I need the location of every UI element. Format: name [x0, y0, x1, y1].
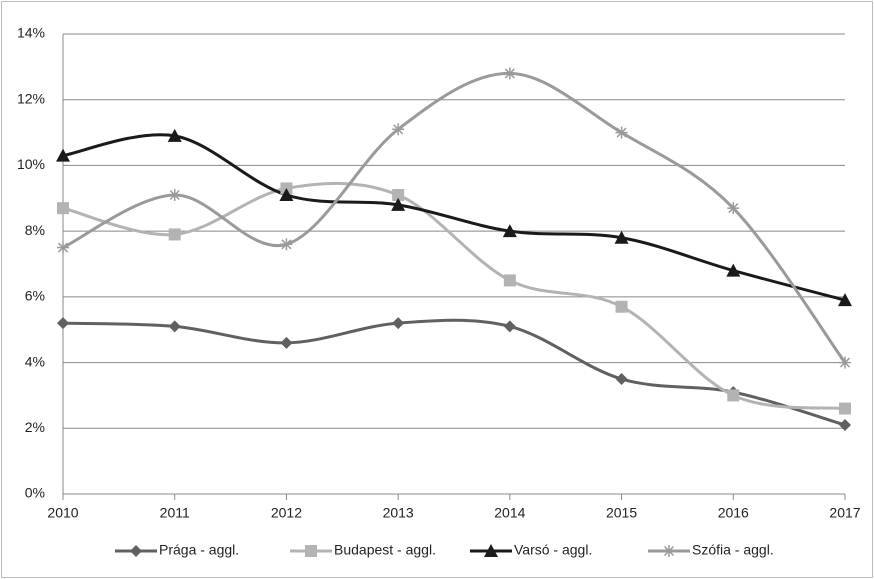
y-tick-label: 6%: [25, 288, 45, 304]
legend-marker: [130, 545, 142, 557]
y-tick-label: 14%: [17, 25, 45, 41]
legend-label: Szófia - aggl.: [692, 542, 774, 558]
y-tick-label: 12%: [17, 90, 45, 106]
marker-stroke: [728, 203, 739, 214]
data-point: [57, 202, 69, 215]
data-point: [727, 389, 740, 402]
data-point: [615, 126, 628, 139]
marker-stroke: [663, 545, 675, 557]
data-point: [615, 373, 628, 385]
marker-stroke: [169, 189, 180, 201]
data-point: [502, 224, 517, 238]
legend-item: Budapest - aggl.: [290, 542, 436, 558]
marker-stroke: [281, 239, 292, 250]
data-point: [726, 263, 741, 277]
data-point: [279, 188, 294, 201]
x-tick-label: 2016: [718, 505, 749, 521]
legend-item: Varsó - aggl.: [470, 542, 592, 558]
data-point: [167, 128, 182, 142]
data-point: [392, 123, 405, 136]
data-point: [503, 274, 516, 287]
data-point: [168, 189, 181, 201]
legend-label: Budapest - aggl.: [334, 542, 436, 558]
data-point: [839, 356, 851, 369]
y-tick-label: 10%: [17, 156, 45, 172]
data-point: [839, 402, 851, 415]
series-line: [62, 318, 846, 427]
data-point: [280, 238, 293, 251]
data-point: [392, 317, 405, 330]
data-point: [503, 320, 516, 333]
marker-stroke: [839, 357, 851, 368]
x-tick-label: 2013: [383, 505, 414, 521]
marker-stroke: [393, 124, 404, 135]
legend-label: Varsó - aggl.: [514, 542, 592, 558]
y-tick-label: 2%: [25, 419, 45, 435]
series-line: [62, 181, 846, 411]
data-point: [168, 228, 181, 241]
y-tick-label: 0%: [25, 485, 45, 501]
x-tick-label: 2014: [494, 505, 525, 521]
y-tick-label: 4%: [25, 353, 45, 369]
legend-item: Prága - aggl.: [115, 542, 239, 558]
legend-marker: [484, 544, 498, 557]
data-point: [614, 230, 629, 244]
data-point: [503, 67, 516, 80]
data-point: [168, 320, 181, 333]
data-point: [57, 241, 69, 254]
data-point: [727, 202, 740, 215]
y-tick-label: 8%: [25, 222, 45, 238]
data-point: [838, 293, 852, 307]
x-tick-label: 2017: [829, 505, 860, 521]
data-point: [56, 148, 70, 162]
data-point: [615, 300, 628, 313]
data-point: [392, 189, 405, 201]
legend-marker: [663, 545, 675, 557]
x-tick-label: 2011: [160, 505, 190, 521]
marker-stroke: [504, 68, 515, 79]
data-point: [391, 197, 406, 211]
data-point: [57, 317, 69, 330]
marker-stroke: [616, 127, 627, 138]
legend-item: Szófia - aggl.: [648, 542, 774, 558]
x-tick-label: 2010: [47, 505, 78, 521]
legend-marker: [305, 545, 317, 557]
legend-label: Prága - aggl.: [159, 542, 239, 558]
data-point: [839, 419, 851, 431]
x-tick-label: 2012: [271, 505, 302, 521]
x-tick-label: 2015: [606, 505, 637, 521]
data-point: [280, 336, 293, 349]
marker-stroke: [57, 242, 69, 253]
series-line: [62, 133, 846, 302]
